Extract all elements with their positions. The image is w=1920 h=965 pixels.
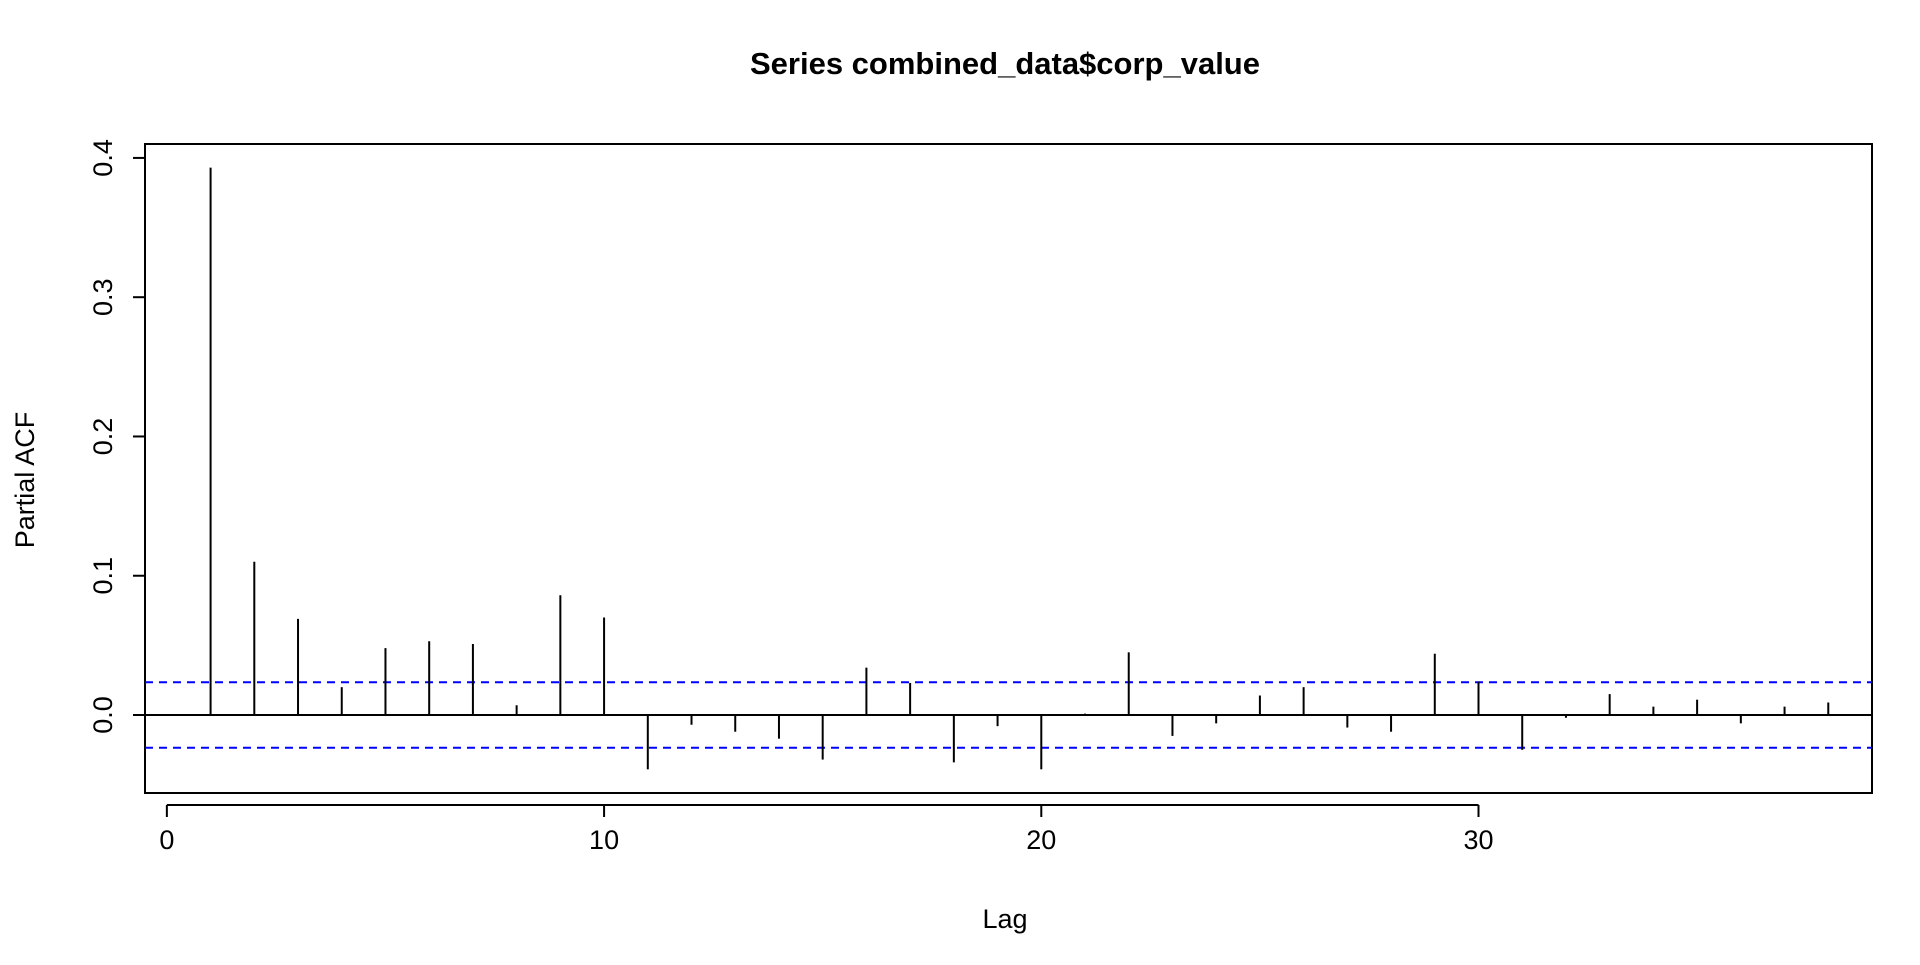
x-tick-label-0: 0 [159,825,174,855]
y-tick-label-2: 0.2 [88,418,118,456]
x-axis-label: Lag [982,904,1027,934]
plot-area: 0 10 20 30 0.0 0.1 0.2 0.3 0.4 [88,139,1873,855]
plot-frame [144,143,1873,794]
y-tick-label-0: 0.0 [88,696,118,734]
y-tick-label-1: 0.1 [88,557,118,595]
y-tick-label-4: 0.4 [88,139,118,177]
x-tick-label-30: 30 [1463,825,1493,855]
y-tick-label-3: 0.3 [88,278,118,316]
y-axis-label: Partial ACF [10,412,40,549]
chart-title: Series combined_data$corp_value [750,46,1260,81]
x-tick-label-20: 20 [1026,825,1056,855]
x-tick-label-10: 10 [589,825,619,855]
